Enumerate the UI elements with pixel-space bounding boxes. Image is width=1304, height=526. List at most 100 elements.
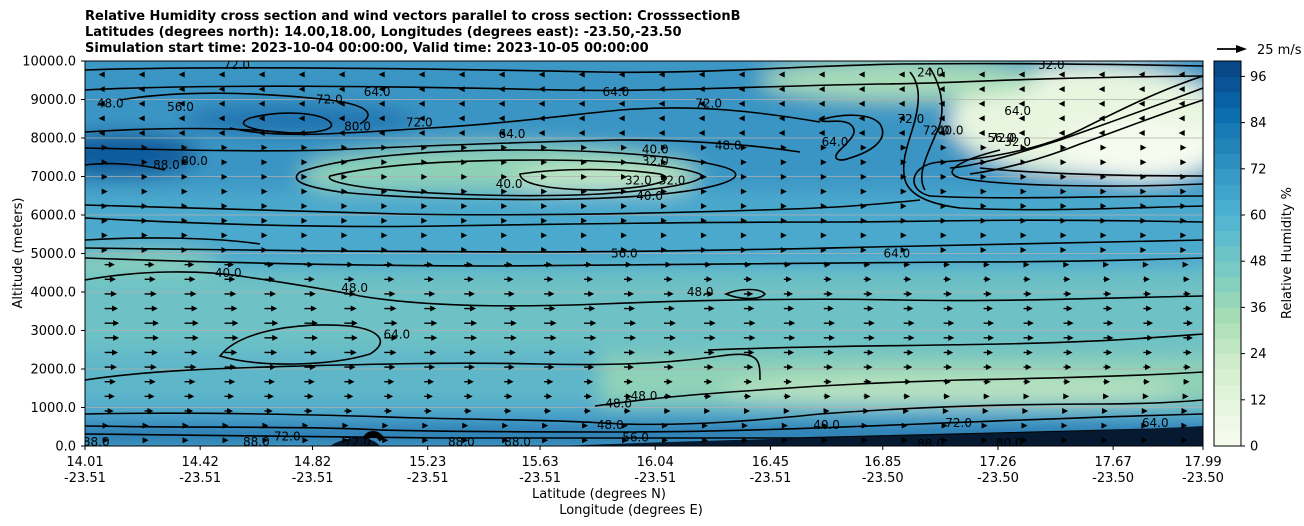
colorbar-band xyxy=(1214,230,1241,247)
contour-label: 64.0 xyxy=(1142,416,1169,430)
wind-vector-arrow-icon xyxy=(501,203,508,210)
wind-vector-arrow-icon xyxy=(942,407,949,414)
contour-label: 56.0 xyxy=(611,247,638,261)
wind-vector-arrow-icon xyxy=(618,129,625,136)
wind-vector-arrow-icon xyxy=(381,217,388,224)
x-tick-label-lat: 17.67 xyxy=(1095,455,1132,470)
wind-vector-arrow-icon xyxy=(788,305,795,312)
x-tick-label-lon: -23.50 xyxy=(862,471,904,486)
wind-vector-arrow-icon xyxy=(268,378,275,385)
wind-vector-arrow-icon xyxy=(858,100,865,107)
wind-vector-arrow-icon xyxy=(1180,144,1187,151)
wind-vector-arrow-icon xyxy=(906,364,913,371)
wind-vector-arrow-icon xyxy=(141,203,148,210)
wind-vector-arrow-icon xyxy=(381,247,388,254)
wind-vector-arrow-icon xyxy=(940,203,947,210)
wind-vector-arrow-icon xyxy=(1141,437,1148,444)
wind-vector-arrow-icon xyxy=(268,276,275,283)
wind-vector-arrow-icon xyxy=(1018,115,1025,122)
wind-vector-arrow-icon xyxy=(1107,320,1114,327)
wind-vector-arrow-icon xyxy=(821,437,828,444)
wind-vector-arrow-icon xyxy=(784,393,791,400)
wind-vector-arrow-icon xyxy=(298,100,305,107)
wind-vector-arrow-icon xyxy=(261,232,268,239)
colorbar: 0 12 24 36 48 60 72 84 96 Relative Humidity % xyxy=(1213,60,1295,455)
wind-vector-arrow-icon xyxy=(272,334,279,341)
wind-vector-arrow-icon xyxy=(701,422,708,429)
wind-vector-arrow-icon xyxy=(546,393,553,400)
wind-vector-arrow-icon xyxy=(1140,173,1147,180)
wind-vector-arrow-icon xyxy=(498,71,505,78)
wind-vector-arrow-icon xyxy=(780,217,787,224)
wind-vector-arrow-icon xyxy=(1138,115,1145,122)
wind-vector-arrow-icon xyxy=(1026,305,1033,312)
wind-vector-arrow-icon xyxy=(707,364,714,371)
wind-vector-arrow-icon xyxy=(1184,290,1191,297)
wind-vector-arrow-icon xyxy=(232,334,239,341)
wind-vector-arrow-icon xyxy=(701,437,708,444)
wind-vector-arrow-icon xyxy=(1066,305,1073,312)
colorbar-ticks: 0 12 24 36 48 60 72 84 96 xyxy=(1241,70,1267,455)
wind-vector-arrow-icon xyxy=(461,247,468,254)
wind-vector-arrow-icon xyxy=(538,100,545,107)
wind-vector-arrow-icon xyxy=(429,364,436,371)
wind-vector-arrow-icon xyxy=(1106,349,1113,356)
wind-vector-arrow-icon xyxy=(858,115,865,122)
wind-vector-arrow-icon xyxy=(178,71,185,78)
wind-vector-arrow-icon xyxy=(461,144,468,151)
wind-vector-arrow-icon xyxy=(342,422,349,429)
wind-vector-arrow-icon xyxy=(298,115,305,122)
contour-label: 72.0 xyxy=(897,112,924,126)
wind-vector-arrow-icon xyxy=(980,217,987,224)
wind-vector-arrow-icon xyxy=(101,173,108,180)
wind-vector-arrow-icon xyxy=(541,247,548,254)
wind-vector-arrow-icon xyxy=(141,173,148,180)
wind-vector-arrow-icon xyxy=(382,422,389,429)
wind-vector-arrow-icon xyxy=(422,437,429,444)
wind-vector-arrow-icon xyxy=(1178,115,1185,122)
wind-vector-arrow-icon xyxy=(1141,422,1148,429)
wind-vector-arrow-icon xyxy=(229,276,236,283)
contour-label: 64.0 xyxy=(1004,104,1031,118)
wind-vector-arrow-icon xyxy=(1018,71,1025,78)
wind-vector-arrow-icon xyxy=(378,86,385,93)
wind-vector-arrow-icon xyxy=(820,203,827,210)
wind-vector-arrow-icon xyxy=(781,422,788,429)
wind-vector-arrow-icon xyxy=(740,203,747,210)
wind-vector-arrow-icon xyxy=(181,247,188,254)
wind-vector-arrow-icon xyxy=(900,159,907,166)
wind-vector-arrow-icon xyxy=(860,188,867,195)
wind-vector-arrow-icon xyxy=(308,378,315,385)
wind-vector-arrow-icon xyxy=(988,334,995,341)
wind-vector-arrow-icon xyxy=(1101,422,1108,429)
wind-vector-arrow-icon xyxy=(178,115,185,122)
wind-vector-arrow-icon xyxy=(900,232,907,239)
wind-vector-arrow-icon xyxy=(903,407,910,414)
wind-vector-arrow-icon xyxy=(1140,188,1147,195)
wind-vector-arrow-icon xyxy=(338,86,345,93)
wind-vector-arrow-icon xyxy=(549,349,556,356)
wind-vector-arrow-icon xyxy=(581,159,588,166)
wind-vector-arrow-icon xyxy=(986,349,993,356)
wind-vector-arrow-icon xyxy=(546,261,553,268)
wind-vector-arrow-icon xyxy=(744,407,751,414)
wind-vector-arrow-icon xyxy=(381,188,388,195)
wind-vector-arrow-icon xyxy=(818,100,825,107)
wind-vector-arrow-icon xyxy=(669,334,676,341)
wind-vector-arrow-icon xyxy=(311,334,318,341)
contour-label: 88.0 xyxy=(448,435,475,449)
wind-vector-arrow-icon xyxy=(666,378,673,385)
wind-vector-arrow-icon xyxy=(112,349,119,356)
contour-label: 88.0 xyxy=(243,435,270,449)
wind-vector-arrow-icon xyxy=(827,305,834,312)
wind-vector-arrow-icon xyxy=(267,261,274,268)
contour-label: 72.0 xyxy=(223,58,250,72)
wind-vector-arrow-icon xyxy=(421,159,428,166)
wind-vector-arrow-icon xyxy=(1105,290,1112,297)
wind-vector-arrow-icon xyxy=(461,188,468,195)
wind-vector-arrow-icon xyxy=(589,305,596,312)
wind-vector-arrow-icon xyxy=(748,305,755,312)
wind-vector-arrow-icon xyxy=(538,129,545,136)
wind-vector-arrow-icon xyxy=(584,407,591,414)
contour-label: 88.0 xyxy=(504,435,531,449)
